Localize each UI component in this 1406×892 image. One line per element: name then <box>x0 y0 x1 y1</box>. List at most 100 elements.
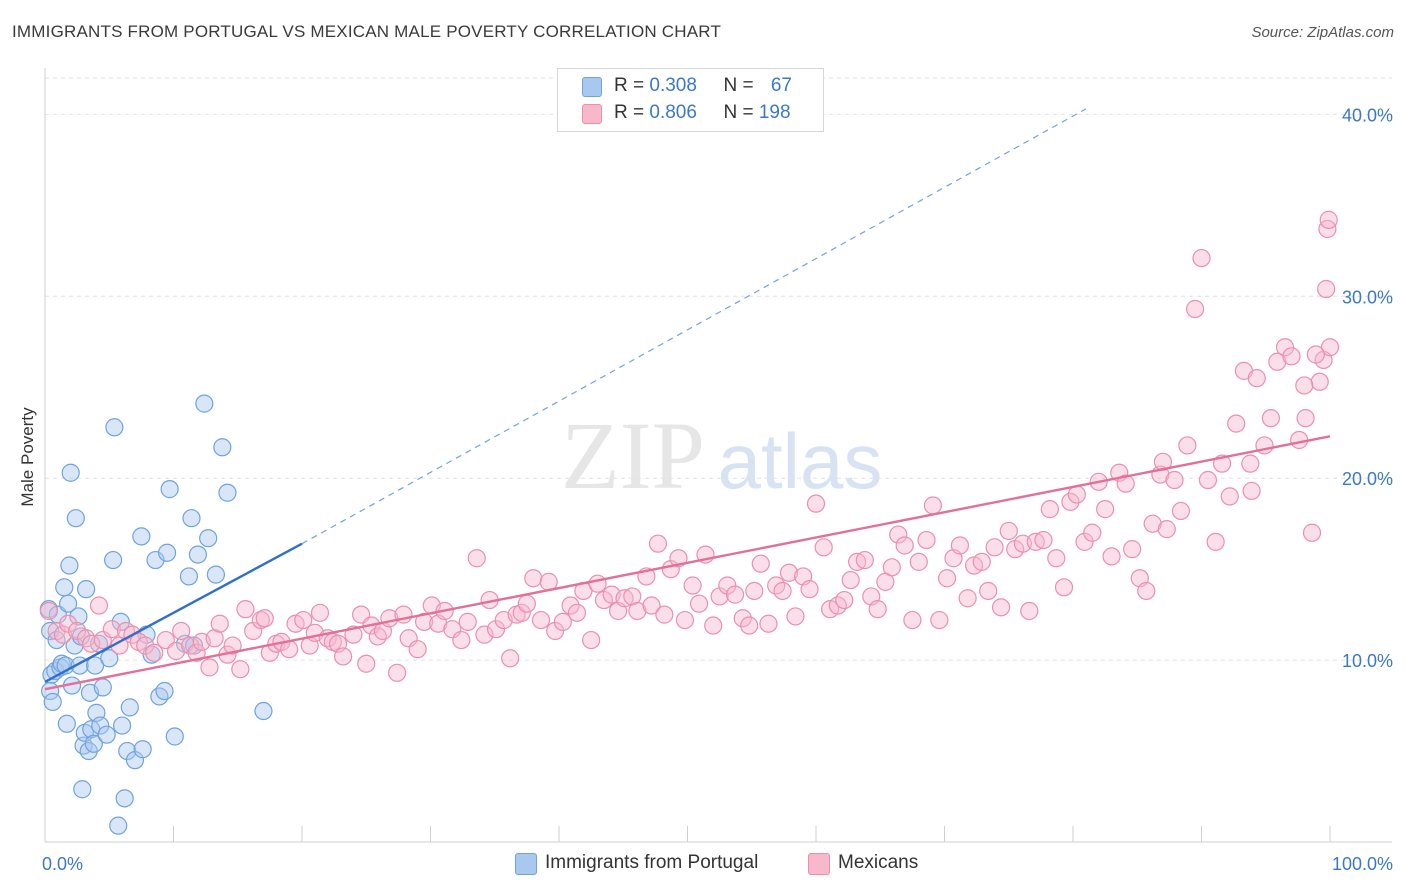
data-point <box>387 663 407 682</box>
data-point <box>368 627 387 646</box>
data-point <box>53 625 73 644</box>
data-point <box>1123 540 1142 559</box>
data-point <box>187 643 206 662</box>
data-point <box>200 658 219 677</box>
series-portugal-points <box>39 394 273 835</box>
data-point <box>1040 500 1059 519</box>
data-point <box>985 538 1004 557</box>
data-point <box>82 634 101 653</box>
data-point <box>77 580 96 599</box>
data-point <box>199 529 218 548</box>
bottom-legend-label-mexicans: Mexicans <box>838 852 919 873</box>
data-point <box>213 438 232 457</box>
data-point <box>930 610 949 630</box>
legend-swatch-mexicans <box>582 104 602 124</box>
data-point <box>855 550 874 570</box>
data-point <box>835 590 854 610</box>
data-point <box>1185 299 1205 319</box>
data-point <box>1275 338 1295 357</box>
data-point <box>683 576 702 595</box>
data-point <box>160 480 179 499</box>
y-tick-label: 40.0% <box>1342 105 1393 125</box>
data-point <box>195 394 214 413</box>
data-point <box>1178 436 1197 455</box>
data-point <box>923 496 943 515</box>
data-point <box>642 596 661 615</box>
data-point <box>133 740 152 759</box>
data-point <box>1137 581 1156 601</box>
legend-n-label: N = <box>723 75 759 96</box>
data-point <box>1143 514 1162 533</box>
bottom-legend-swatch-mexicans <box>808 853 830 875</box>
data-point <box>582 630 601 650</box>
data-point <box>517 594 536 613</box>
data-point <box>1157 520 1176 539</box>
data-point <box>903 610 922 630</box>
data-point <box>1171 501 1191 521</box>
data-point <box>43 692 62 712</box>
data-point <box>751 554 770 573</box>
legend-r-value: 0.308 <box>649 75 697 96</box>
data-point <box>104 550 123 570</box>
data-point <box>115 789 134 808</box>
data-point <box>1320 338 1340 357</box>
data-point <box>950 536 970 555</box>
data-point <box>188 545 208 564</box>
data-point <box>524 569 543 588</box>
stats-legend: R = 0.308 N = 67 R = 0.806 N = 198 <box>557 68 824 132</box>
bottom-legend-label-portugal: Immigrants from Portugal <box>545 852 759 873</box>
data-point <box>561 596 580 615</box>
data-point <box>773 581 792 601</box>
data-point <box>357 654 376 673</box>
watermark: ZIP atlas <box>561 402 882 509</box>
data-point <box>1310 372 1329 391</box>
data-point <box>1116 474 1135 493</box>
data-point <box>109 816 128 835</box>
data-point <box>105 418 124 437</box>
data-point <box>102 620 121 639</box>
data-point <box>236 600 255 619</box>
data-point <box>1242 481 1261 501</box>
data-point <box>1319 210 1338 229</box>
data-point <box>909 552 928 571</box>
data-point <box>206 565 226 584</box>
data-point <box>255 609 274 628</box>
data-point <box>553 612 572 631</box>
data-point <box>745 581 764 601</box>
data-point <box>150 687 169 706</box>
data-point <box>786 607 805 626</box>
data-point <box>100 649 119 668</box>
data-point <box>334 647 353 666</box>
data-point <box>132 527 151 546</box>
data-point <box>210 614 229 633</box>
y-tick-label: 10.0% <box>1342 651 1393 671</box>
data-point <box>999 521 1018 541</box>
data-point <box>1317 279 1336 299</box>
legend-n-value: 198 <box>758 102 791 123</box>
data-point <box>452 630 471 650</box>
data-point <box>145 643 164 662</box>
data-point <box>1083 523 1102 542</box>
legend-swatch-portugal <box>582 77 602 97</box>
data-point <box>806 494 826 513</box>
data-point <box>704 616 723 635</box>
data-point <box>254 701 273 721</box>
data-point <box>958 589 977 608</box>
data-point <box>112 716 132 735</box>
watermark-zip: ZIP <box>561 402 705 509</box>
x-tick-label: 0.0% <box>42 854 83 874</box>
data-point <box>814 538 833 557</box>
chart-title: IMMIGRANTS FROM PORTUGAL VS MEXICAN MALE… <box>12 22 722 41</box>
data-point <box>1295 376 1314 395</box>
data-point <box>718 576 737 595</box>
data-point <box>57 714 76 733</box>
data-point <box>1054 578 1074 597</box>
data-point <box>467 549 486 568</box>
data-point <box>55 578 74 597</box>
y-tick-label: 20.0% <box>1342 469 1393 489</box>
data-point <box>84 734 103 753</box>
data-point <box>1075 532 1094 551</box>
data-point <box>779 563 799 582</box>
data-point <box>1047 549 1066 568</box>
